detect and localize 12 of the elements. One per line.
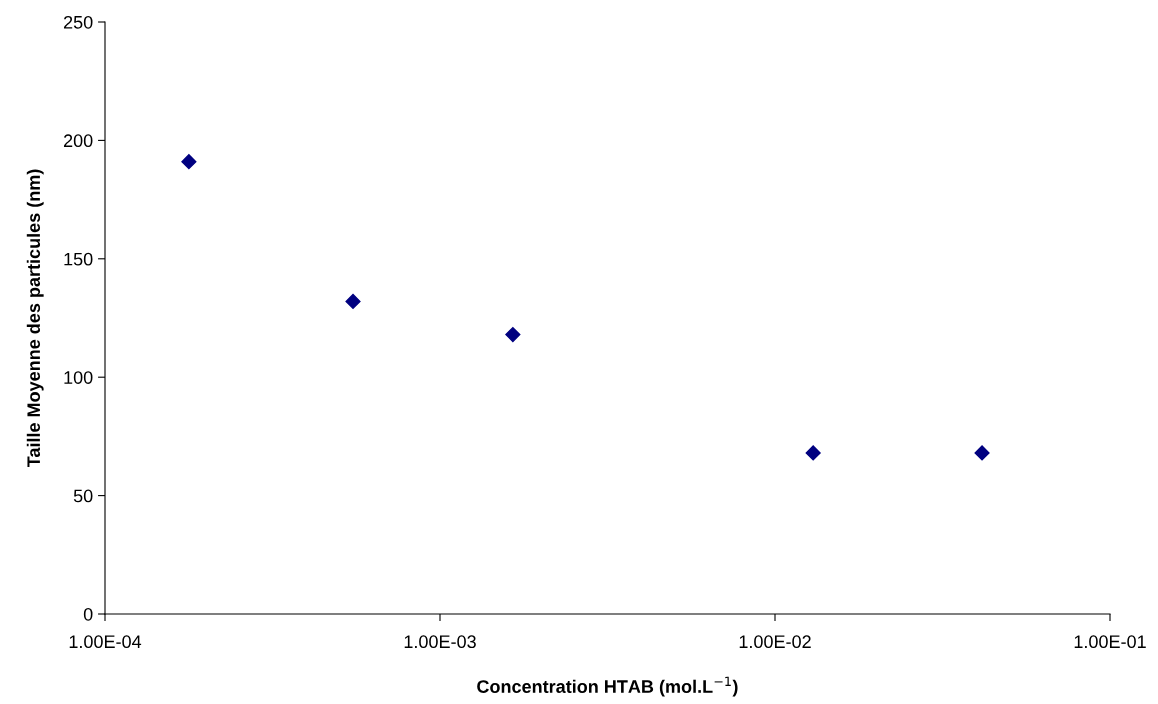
y-tick-label: 150 [64,252,93,266]
x-tick-label: 1.00E-04 [69,635,142,649]
x-tick-label: 1.00E-03 [404,635,476,649]
y-tick-label: 0 [83,607,93,621]
y-tick-label: 250 [63,15,93,29]
y-axis-title: Taille Moyenne des particules (nm) [26,169,44,468]
x-tick-label: 1.00E-01 [1074,635,1146,649]
x-tick-label: 1.00E-02 [739,635,811,649]
y-tick-label: 100 [64,371,93,384]
y-tick-label: 50 [73,489,93,503]
x-axis-title: Concentration HTAB (mol.L$^{−1}$) [477,676,738,697]
y-tick-label: 200 [63,134,93,148]
